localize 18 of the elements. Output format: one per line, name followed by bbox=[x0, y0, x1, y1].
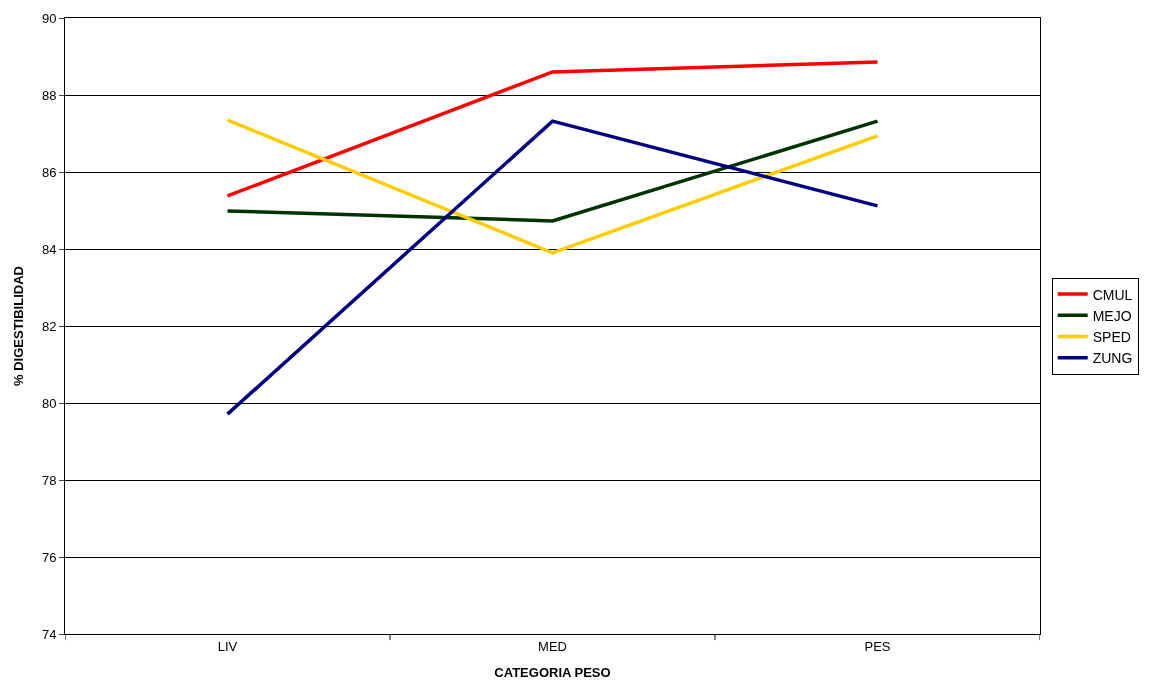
legend-label: CMUL bbox=[1092, 286, 1133, 303]
x-tick-label: PES bbox=[864, 638, 891, 654]
y-tick-label: 78 bbox=[41, 472, 57, 488]
y-tick-label: 76 bbox=[41, 549, 57, 565]
x-axis-title: CATEGORIA PESO bbox=[494, 665, 611, 681]
legend-label: MEJO bbox=[1092, 307, 1132, 324]
y-tick-label: 84 bbox=[41, 241, 57, 257]
x-tick-label: MED bbox=[538, 638, 567, 654]
y-tick-label: 90 bbox=[41, 10, 57, 26]
y-axis-title: % DIGESTIBILIDAD bbox=[10, 266, 26, 386]
y-tick-label: 74 bbox=[41, 626, 57, 642]
y-tick-label: 86 bbox=[41, 164, 57, 180]
legend-label: ZUNG bbox=[1092, 350, 1133, 367]
legend-label: SPED bbox=[1092, 328, 1131, 345]
y-tick-label: 88 bbox=[41, 87, 57, 103]
y-tick-label: 80 bbox=[41, 395, 57, 411]
y-tick-label: 82 bbox=[41, 318, 57, 334]
x-tick-label: LIV bbox=[217, 638, 238, 654]
